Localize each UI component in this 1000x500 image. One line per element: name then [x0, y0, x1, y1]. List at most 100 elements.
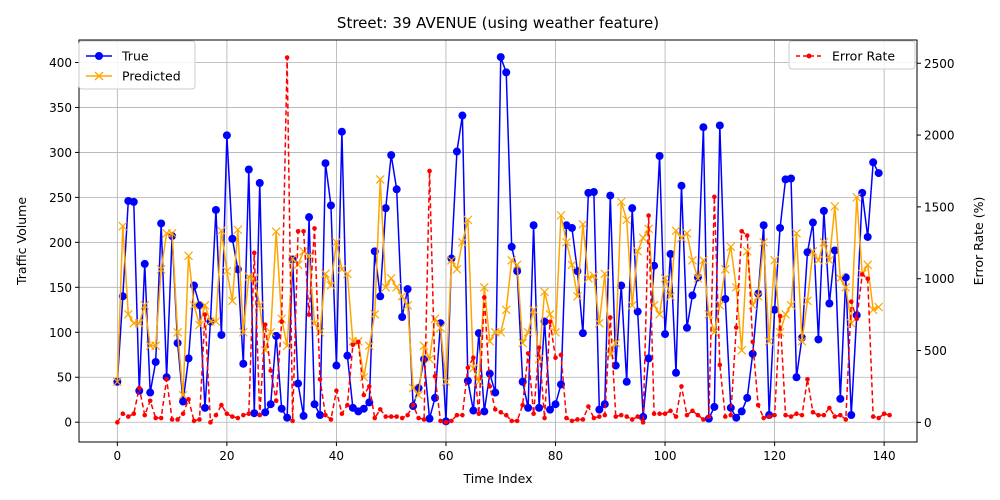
data-point — [507, 242, 516, 251]
data-point — [317, 376, 323, 382]
data-point — [783, 412, 788, 418]
data-point — [447, 254, 456, 263]
data-point — [184, 251, 193, 261]
data-point — [805, 376, 810, 382]
data-point — [836, 394, 845, 403]
x-tick-label: 60 — [438, 449, 453, 463]
x-tick-label: 100 — [654, 449, 677, 463]
chart-title: Street: 39 AVENUE (using weather feature… — [337, 14, 659, 32]
data-point — [766, 414, 772, 419]
data-point — [792, 228, 801, 238]
data-point — [551, 400, 560, 409]
data-point — [865, 276, 871, 282]
data-point — [556, 210, 566, 220]
data-point — [553, 355, 558, 360]
data-point — [821, 412, 827, 418]
legend-right: Error Rate — [788, 40, 916, 70]
data-point — [638, 233, 648, 243]
y-left-tick-label: 300 — [49, 146, 72, 160]
data-point — [569, 418, 575, 424]
data-point — [558, 352, 564, 358]
series-predicted — [112, 174, 884, 400]
data-point — [452, 264, 462, 274]
data-point — [723, 414, 728, 419]
data-point — [272, 331, 281, 340]
data-point — [838, 412, 843, 418]
data-point — [501, 305, 511, 315]
data-point — [863, 232, 872, 241]
data-point — [611, 361, 620, 370]
data-point — [131, 411, 137, 417]
legend-true-marker — [95, 52, 103, 60]
data-point — [720, 264, 730, 274]
data-point — [531, 411, 536, 417]
data-point — [164, 376, 169, 382]
x-tick-label: 20 — [219, 449, 234, 463]
data-point — [219, 402, 224, 408]
y-left-tick-label: 400 — [49, 56, 72, 70]
data-point — [794, 411, 799, 417]
data-point — [595, 405, 604, 414]
data-point — [120, 411, 126, 417]
data-point — [816, 412, 821, 418]
data-point — [775, 327, 785, 337]
data-point — [575, 417, 580, 422]
y-left-tick-label: 350 — [49, 101, 72, 115]
data-point — [628, 204, 637, 213]
data-point — [737, 345, 747, 355]
data-point — [233, 225, 243, 235]
data-point — [832, 414, 838, 419]
y-left-tick-label: 50 — [57, 371, 72, 385]
data-point — [156, 264, 166, 274]
data-point — [151, 357, 160, 366]
data-point — [761, 415, 766, 421]
data-point — [797, 336, 807, 346]
data-point — [748, 349, 757, 358]
data-point — [381, 282, 391, 292]
data-point — [843, 417, 849, 422]
data-point — [673, 414, 679, 419]
data-point — [443, 420, 449, 425]
data-point — [140, 259, 149, 268]
data-point — [607, 315, 613, 320]
data-point — [184, 354, 193, 363]
data-point — [425, 354, 434, 364]
data-point — [710, 402, 719, 411]
data-point — [578, 219, 588, 229]
data-point — [523, 327, 533, 337]
data-point — [635, 414, 640, 419]
data-point — [479, 282, 489, 292]
data-point — [387, 151, 396, 160]
data-point — [819, 237, 829, 247]
data-point — [294, 379, 303, 388]
data-point — [251, 250, 257, 256]
data-point — [827, 405, 832, 411]
data-point — [672, 368, 681, 377]
data-point — [682, 323, 691, 332]
data-point — [436, 323, 445, 333]
data-point — [542, 415, 547, 421]
data-point — [498, 409, 504, 415]
data-point — [589, 187, 598, 196]
data-point — [684, 412, 690, 418]
data-point — [147, 398, 153, 404]
data-point — [759, 237, 769, 247]
data-point — [350, 342, 356, 348]
data-point — [279, 319, 284, 325]
data-point — [813, 255, 823, 265]
data-point — [540, 287, 549, 297]
data-point — [345, 402, 350, 408]
data-point — [359, 372, 369, 382]
data-point — [485, 369, 494, 378]
data-point — [208, 420, 213, 425]
data-point — [118, 221, 128, 231]
data-point — [441, 377, 451, 387]
legend-predicted-label: Predicted — [122, 69, 181, 84]
data-point — [858, 188, 867, 197]
data-point — [726, 242, 736, 252]
data-point — [463, 215, 473, 225]
y-right-tick-label: 1000 — [924, 272, 955, 286]
data-point — [414, 384, 423, 393]
data-point — [529, 221, 538, 230]
data-point — [200, 300, 210, 310]
